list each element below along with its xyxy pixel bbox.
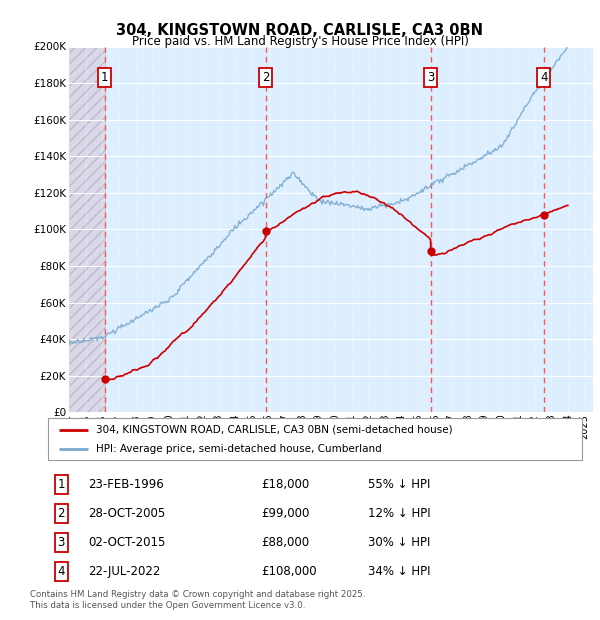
Text: 12% ↓ HPI: 12% ↓ HPI [368,507,431,520]
Text: 2: 2 [262,71,269,84]
Bar [69,46,104,412]
Text: 23-FEB-1996: 23-FEB-1996 [88,478,164,491]
Text: 1: 1 [101,71,109,84]
Text: £108,000: £108,000 [262,565,317,578]
Text: £88,000: £88,000 [262,536,310,549]
Text: £18,000: £18,000 [262,478,310,491]
Text: 28-OCT-2005: 28-OCT-2005 [88,507,166,520]
Text: 304, KINGSTOWN ROAD, CARLISLE, CA3 0BN (semi-detached house): 304, KINGSTOWN ROAD, CARLISLE, CA3 0BN (… [96,425,452,435]
Text: 304, KINGSTOWN ROAD, CARLISLE, CA3 0BN: 304, KINGSTOWN ROAD, CARLISLE, CA3 0BN [116,23,484,38]
Text: 02-OCT-2015: 02-OCT-2015 [88,536,166,549]
FancyBboxPatch shape [48,418,582,460]
Text: HPI: Average price, semi-detached house, Cumberland: HPI: Average price, semi-detached house,… [96,445,382,454]
Text: 2: 2 [58,507,65,520]
Text: 30% ↓ HPI: 30% ↓ HPI [368,536,431,549]
Text: 55% ↓ HPI: 55% ↓ HPI [368,478,431,491]
Text: 34% ↓ HPI: 34% ↓ HPI [368,565,431,578]
Text: 1: 1 [58,478,65,491]
Text: 4: 4 [58,565,65,578]
Text: £99,000: £99,000 [262,507,310,520]
Text: 4: 4 [540,71,547,84]
Text: 3: 3 [58,536,65,549]
Text: Contains HM Land Registry data © Crown copyright and database right 2025.
This d: Contains HM Land Registry data © Crown c… [30,590,365,609]
Text: 22-JUL-2022: 22-JUL-2022 [88,565,160,578]
Text: 3: 3 [427,71,434,84]
Text: Price paid vs. HM Land Registry's House Price Index (HPI): Price paid vs. HM Land Registry's House … [131,35,469,48]
